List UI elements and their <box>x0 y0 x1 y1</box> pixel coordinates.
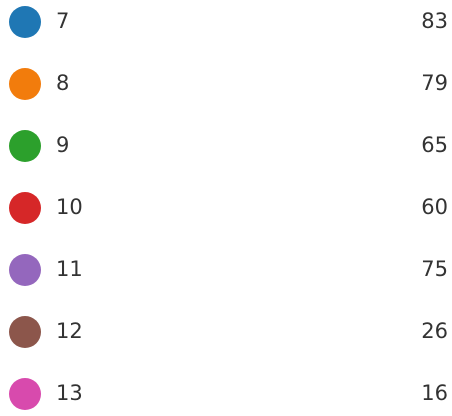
color-dot <box>9 378 41 410</box>
color-dot <box>9 192 41 224</box>
item-value: 79 <box>421 71 448 95</box>
item-label: 13 <box>56 381 83 405</box>
color-dot <box>9 130 41 162</box>
item-value: 26 <box>421 319 448 343</box>
item-value: 83 <box>421 9 448 33</box>
item-label: 12 <box>56 319 83 343</box>
color-dot <box>9 68 41 100</box>
item-value: 65 <box>421 133 448 157</box>
color-dot <box>9 316 41 348</box>
item-label: 11 <box>56 257 83 281</box>
color-dot <box>9 254 41 286</box>
item-value: 16 <box>421 381 448 405</box>
item-label: 8 <box>56 71 69 95</box>
color-dot <box>9 6 41 38</box>
item-value: 60 <box>421 195 448 219</box>
item-label: 9 <box>56 133 69 157</box>
item-label: 7 <box>56 9 69 33</box>
item-value: 75 <box>421 257 448 281</box>
item-label: 10 <box>56 195 83 219</box>
